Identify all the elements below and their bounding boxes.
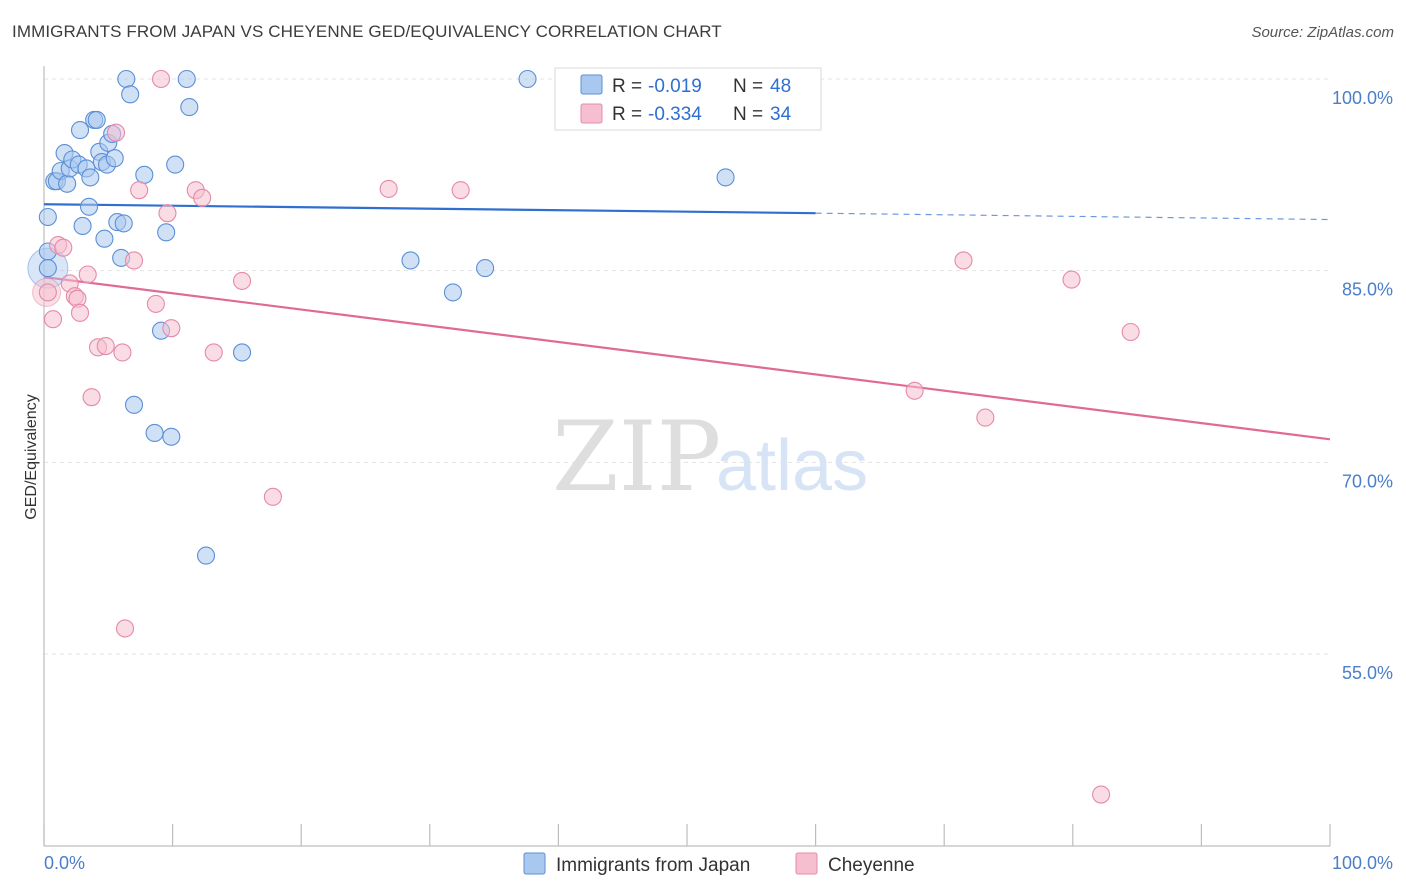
x-tick-label: 0.0% <box>44 853 85 873</box>
x-tick-label: 100.0% <box>1332 853 1393 873</box>
data-point-cheyenne <box>113 343 132 362</box>
trend-lines <box>43 203 1331 441</box>
data-point-japan <box>81 168 100 187</box>
data-point-cheyenne <box>70 303 90 322</box>
data-point-japan <box>476 259 495 278</box>
data-point-cheyenne <box>78 265 97 284</box>
data-point-cheyenne <box>38 283 57 302</box>
y-tick-label: 55.0% <box>1342 663 1393 683</box>
data-point-cheyenne <box>232 271 252 290</box>
data-point-cheyenne <box>115 619 135 638</box>
data-point-japan <box>117 69 136 89</box>
data-point-japan <box>105 149 124 168</box>
bottom-legend-label-japan: Immigrants from Japan <box>556 855 750 876</box>
legend-n-label-pink: N = <box>733 104 763 125</box>
data-point-cheyenne <box>158 204 177 223</box>
data-point-japan <box>162 427 181 446</box>
data-point-japan <box>157 223 176 242</box>
series-legend: Immigrants from Japan Cheyenne <box>523 852 915 876</box>
legend-r-value-blue: -0.019 <box>648 76 702 97</box>
data-point-japan <box>232 343 252 362</box>
legend-r-value-pink: -0.334 <box>648 104 702 125</box>
data-point-cheyenne <box>162 319 181 338</box>
data-point-cheyenne <box>54 238 73 257</box>
watermark-atlas: atlas <box>716 426 868 506</box>
data-point-japan <box>58 174 77 193</box>
data-point-cheyenne <box>151 69 171 89</box>
trend-line-japan-extension <box>815 212 1331 221</box>
data-point-cheyenne <box>82 388 101 407</box>
data-point-japan <box>443 283 462 302</box>
bottom-legend-swatch-japan <box>523 852 546 875</box>
bottom-legend-label-cheyenne: Cheyenne <box>828 855 915 876</box>
data-point-cheyenne <box>1121 322 1140 342</box>
legend-n-value-blue: 48 <box>770 76 791 97</box>
data-point-japan <box>73 216 92 235</box>
legend-n-value-pink: 34 <box>770 104 792 125</box>
source-credit: Source: ZipAtlas.com <box>1251 24 1394 41</box>
y-tick-labels: 55.0% 70.0% 85.0% 100.0% <box>1332 88 1393 683</box>
data-point-japan <box>716 168 735 187</box>
data-point-japan <box>166 155 185 174</box>
data-point-japan <box>95 229 114 248</box>
data-point-japan <box>79 197 99 216</box>
data-point-japan <box>38 259 57 278</box>
x-tick-labels: 0.0% 100.0% <box>44 853 1393 873</box>
data-point-japan <box>114 214 133 233</box>
data-point-cheyenne <box>193 188 212 207</box>
axes <box>43 66 1331 847</box>
data-point-cheyenne <box>263 487 282 506</box>
legend-swatch-pink <box>580 103 603 124</box>
data-point-japan <box>87 110 106 129</box>
trend-line-cheyenne <box>43 275 1331 441</box>
data-point-japan <box>38 207 57 227</box>
data-point-japan <box>196 546 216 565</box>
stats-legend: R = -0.019 N = 48 R = -0.334 N = 34 <box>554 67 822 131</box>
data-point-japan <box>180 98 199 117</box>
data-point-japan <box>145 423 164 442</box>
trend-line-japan <box>43 203 816 215</box>
data-point-cheyenne <box>106 123 126 142</box>
data-point-japan <box>177 69 196 89</box>
legend-n-label-blue: N = <box>733 76 763 97</box>
y-axis-label: GED/Equivalency <box>23 394 40 519</box>
data-point-japan <box>70 121 90 140</box>
legend-swatch-blue <box>580 74 603 95</box>
legend-r-label-pink: R = <box>612 104 642 125</box>
data-point-cheyenne <box>451 181 470 200</box>
data-points <box>27 69 1140 804</box>
grid-lines <box>44 78 1330 655</box>
data-point-cheyenne <box>905 381 924 400</box>
data-point-cheyenne <box>124 251 144 270</box>
legend-r-label-blue: R = <box>612 76 642 97</box>
data-point-japan <box>135 165 154 184</box>
data-point-cheyenne <box>1092 785 1111 804</box>
data-point-japan <box>121 85 140 104</box>
data-point-cheyenne <box>130 181 149 200</box>
data-point-cheyenne <box>146 294 165 313</box>
data-point-japan <box>401 251 420 270</box>
data-point-cheyenne <box>976 408 995 427</box>
y-tick-label: 100.0% <box>1332 88 1393 108</box>
bottom-legend-swatch-cheyenne <box>795 852 818 875</box>
data-point-japan <box>518 69 537 89</box>
data-point-cheyenne <box>379 179 398 198</box>
data-point-cheyenne <box>96 337 115 356</box>
watermark: ZIP atlas <box>552 401 868 513</box>
chart-title: IMMIGRANTS FROM JAPAN VS CHEYENNE GED/EQ… <box>12 22 722 41</box>
data-point-cheyenne <box>43 310 63 329</box>
y-tick-label: 85.0% <box>1342 280 1393 300</box>
data-point-cheyenne <box>954 251 973 270</box>
data-point-japan <box>124 395 144 414</box>
y-tick-label: 70.0% <box>1342 471 1393 491</box>
data-point-cheyenne <box>204 343 223 362</box>
watermark-zip: ZIP <box>552 401 721 513</box>
data-point-cheyenne <box>1062 270 1081 289</box>
